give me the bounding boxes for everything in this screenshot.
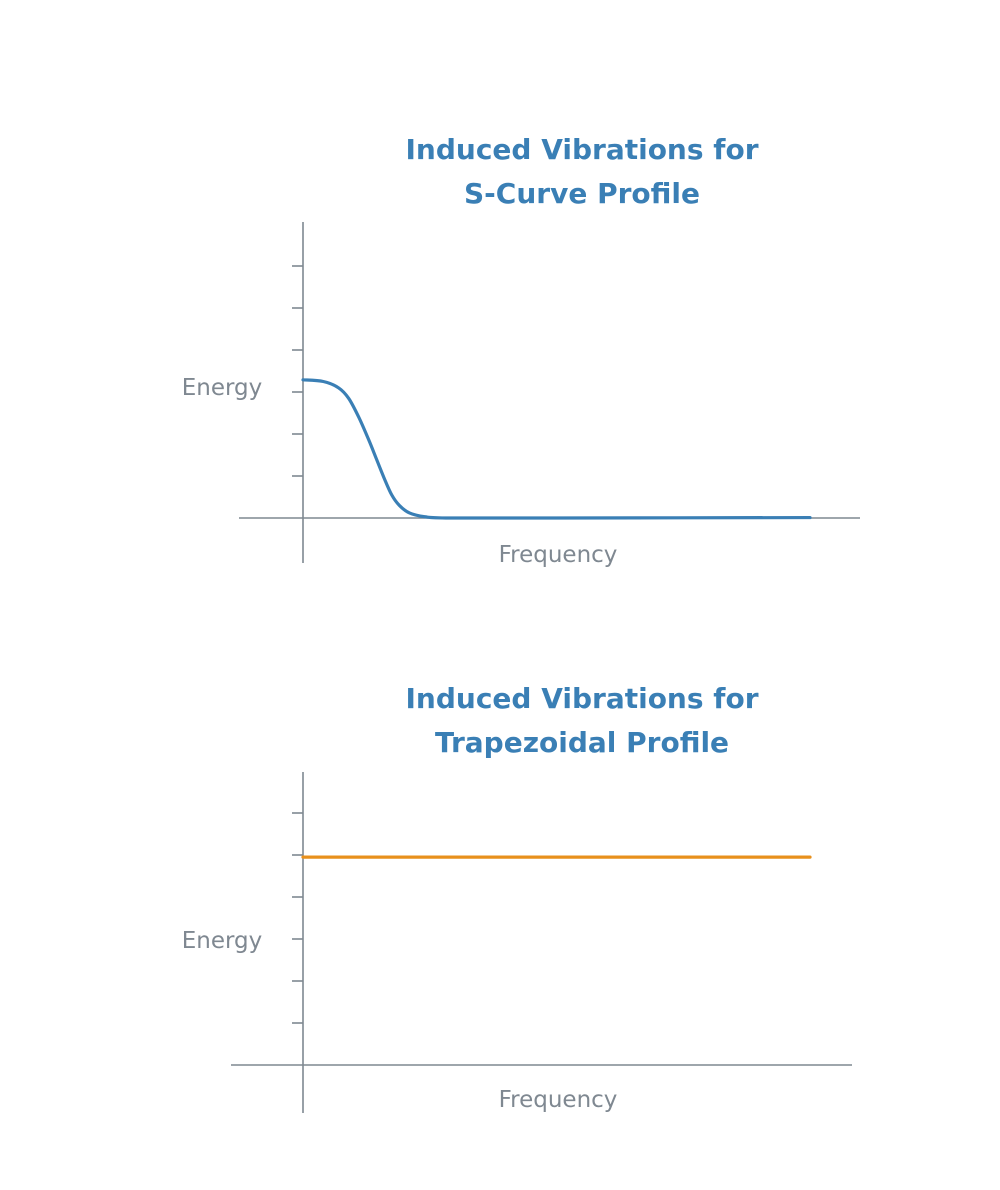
chart-title-line-2: Trapezoidal Profile xyxy=(435,726,729,759)
x-axis-label: Frequency xyxy=(499,542,618,568)
y-axis-label: Energy xyxy=(182,928,263,954)
chart-title-line-1: Induced Vibrations for xyxy=(405,682,758,715)
series-line xyxy=(301,378,812,520)
x-axis-label: Frequency xyxy=(499,1087,618,1113)
s-curve-chart: Induced Vibrations for S-Curve Profile E… xyxy=(182,133,860,568)
chart-title-line-2: S-Curve Profile xyxy=(464,177,700,210)
trapezoidal-chart: Induced Vibrations for Trapezoidal Profi… xyxy=(182,682,852,1113)
chart-title-line-1: Induced Vibrations for xyxy=(405,133,758,166)
y-axis-label: Energy xyxy=(182,375,263,401)
